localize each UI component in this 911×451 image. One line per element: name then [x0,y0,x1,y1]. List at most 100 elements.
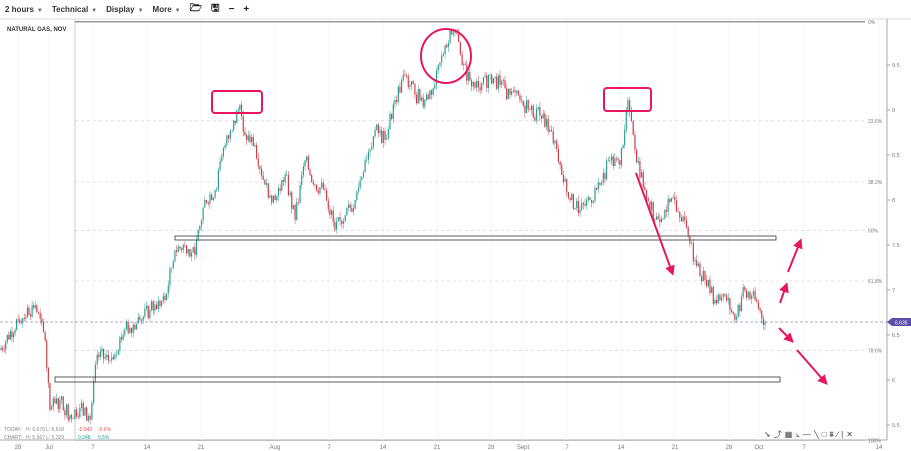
candle [725,295,728,301]
candle [581,202,583,210]
technical-dropdown[interactable]: Technical ▼ [52,5,97,14]
candle [222,148,224,157]
candle [249,135,251,143]
candle [44,332,46,341]
candle [42,321,45,333]
arrow-up[interactable] [779,282,789,304]
candle [33,305,35,308]
candle [417,89,419,104]
candle [537,107,539,109]
candle [562,174,565,182]
candle [530,105,533,110]
folder-open-icon[interactable]: 🗁 [189,2,203,14]
text-icon[interactable]: ⩩ [829,429,834,439]
save-icon[interactable]: 🖫 [211,2,220,14]
candle [452,32,455,35]
arrow-down[interactable] [635,172,675,276]
candle [47,368,49,383]
close-icon[interactable]: ✕ [846,430,853,439]
candle [214,190,216,198]
grid-icon[interactable]: ▦ [784,430,793,439]
candle [392,104,394,119]
candle [264,179,266,185]
left-shoulder-highlight[interactable] [211,90,263,114]
candle [149,309,151,319]
candle [326,190,328,201]
candle [706,280,708,287]
candle [269,195,271,198]
candle [164,295,166,300]
candle [446,45,448,48]
candle [442,54,444,56]
candle [221,156,223,162]
candle [517,90,519,96]
curve-icon[interactable]: ⤴ [773,430,782,439]
candle [194,247,196,255]
candle [761,310,763,319]
candle [677,211,679,212]
more-dropdown[interactable]: More ▼ [153,5,181,14]
candle [70,415,73,419]
candle [432,88,434,95]
technical-label: Technical [51,4,89,14]
candle [117,350,119,355]
today-change: -0.042 [78,427,93,433]
candle [0,347,2,351]
candle [625,111,627,130]
candle [260,168,263,176]
head-highlight[interactable] [420,28,472,84]
candle [720,297,723,301]
candle [82,402,84,416]
support-zone-rect[interactable] [54,376,781,383]
candle [357,187,360,192]
candle [591,200,593,203]
cursor-icon[interactable]: ➘ [764,430,771,439]
display-dropdown[interactable]: Display ▼ [106,5,143,14]
candle [584,204,586,206]
candle [399,86,401,93]
candle [576,200,578,208]
candle [37,312,40,314]
candle [540,115,543,119]
rectangle-icon[interactable]: □ [821,430,827,439]
candle [564,179,566,182]
interval-dropdown[interactable]: 2 hours ▼ [5,5,43,14]
candle [659,218,661,222]
horizontal-line-icon[interactable]: — [802,430,811,439]
arrow-down[interactable] [778,327,794,343]
zoom-out-icon[interactable]: − [228,3,235,15]
x-axis-tick-label: 21 [198,445,205,451]
candle [381,130,383,143]
arrow-down[interactable] [796,349,828,386]
right-shoulder-highlight[interactable] [603,87,652,112]
candle [276,195,278,200]
fan-icon[interactable]: ⦣ [795,429,800,439]
line-icon[interactable]: ∕ [836,430,839,439]
candle [125,322,128,330]
candle [617,158,619,161]
candle [497,75,499,89]
candle [103,348,105,359]
candle [752,291,754,296]
zoom-in-icon[interactable]: + [243,3,250,15]
candle [140,319,143,321]
candle [647,198,649,202]
trend-line-icon[interactable]: ╲ [813,430,819,439]
candle [19,319,21,323]
support-zone-rect[interactable] [174,235,777,241]
candle [187,248,189,254]
candle [491,74,493,84]
candle [374,129,376,137]
candle [384,131,386,140]
candle [142,316,144,321]
arrow-up[interactable] [787,238,803,273]
candle [3,349,5,350]
candle [152,301,154,311]
candle [481,83,483,91]
candle [309,169,311,175]
candle [639,161,641,178]
display-label: Display [106,4,135,14]
candle [506,88,508,100]
candle [415,94,418,104]
